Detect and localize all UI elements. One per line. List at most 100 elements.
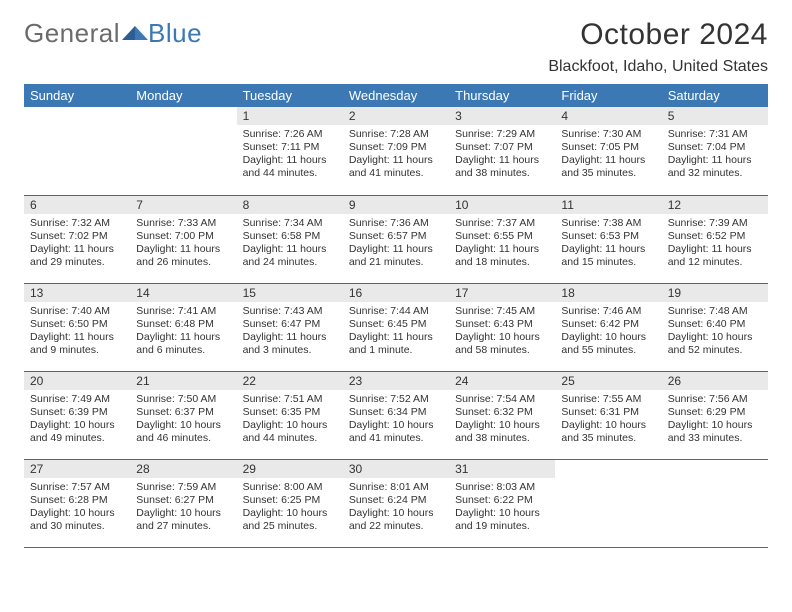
day-number: 15	[237, 284, 343, 302]
day-details: Sunrise: 7:34 AMSunset: 6:58 PMDaylight:…	[237, 214, 343, 274]
day-details: Sunrise: 7:29 AMSunset: 7:07 PMDaylight:…	[449, 125, 555, 185]
brand-text-blue: Blue	[148, 18, 202, 49]
day-details: Sunrise: 7:43 AMSunset: 6:47 PMDaylight:…	[237, 302, 343, 362]
day-number: 27	[24, 460, 130, 478]
day-number: 3	[449, 107, 555, 125]
calendar-cell: 8Sunrise: 7:34 AMSunset: 6:58 PMDaylight…	[237, 195, 343, 283]
day-number: 13	[24, 284, 130, 302]
day-number: 8	[237, 196, 343, 214]
day-number: 9	[343, 196, 449, 214]
calendar-week-row: 13Sunrise: 7:40 AMSunset: 6:50 PMDayligh…	[24, 283, 768, 371]
day-number: 23	[343, 372, 449, 390]
brand-logo: General Blue	[24, 18, 202, 49]
day-number: 22	[237, 372, 343, 390]
day-number: 20	[24, 372, 130, 390]
day-number: 17	[449, 284, 555, 302]
calendar-week-row: 27Sunrise: 7:57 AMSunset: 6:28 PMDayligh…	[24, 459, 768, 547]
day-details: Sunrise: 7:31 AMSunset: 7:04 PMDaylight:…	[662, 125, 768, 185]
day-number: 19	[662, 284, 768, 302]
day-details: Sunrise: 7:33 AMSunset: 7:00 PMDaylight:…	[130, 214, 236, 274]
day-header: Monday	[130, 84, 236, 107]
calendar-cell: 10Sunrise: 7:37 AMSunset: 6:55 PMDayligh…	[449, 195, 555, 283]
day-details: Sunrise: 7:37 AMSunset: 6:55 PMDaylight:…	[449, 214, 555, 274]
day-number: 5	[662, 107, 768, 125]
calendar-cell: 9Sunrise: 7:36 AMSunset: 6:57 PMDaylight…	[343, 195, 449, 283]
calendar-cell	[555, 459, 661, 547]
calendar-cell: 1Sunrise: 7:26 AMSunset: 7:11 PMDaylight…	[237, 107, 343, 195]
calendar-cell: 21Sunrise: 7:50 AMSunset: 6:37 PMDayligh…	[130, 371, 236, 459]
day-details: Sunrise: 7:46 AMSunset: 6:42 PMDaylight:…	[555, 302, 661, 362]
day-details: Sunrise: 7:38 AMSunset: 6:53 PMDaylight:…	[555, 214, 661, 274]
header: General Blue October 2024 Blackfoot, Ida…	[24, 18, 768, 76]
day-details: Sunrise: 7:30 AMSunset: 7:05 PMDaylight:…	[555, 125, 661, 185]
day-number: 7	[130, 196, 236, 214]
calendar-cell: 30Sunrise: 8:01 AMSunset: 6:24 PMDayligh…	[343, 459, 449, 547]
day-number: 21	[130, 372, 236, 390]
day-details: Sunrise: 7:50 AMSunset: 6:37 PMDaylight:…	[130, 390, 236, 450]
day-number: 4	[555, 107, 661, 125]
day-number: 2	[343, 107, 449, 125]
day-number: 25	[555, 372, 661, 390]
day-details: Sunrise: 8:01 AMSunset: 6:24 PMDaylight:…	[343, 478, 449, 538]
calendar-header-row: SundayMondayTuesdayWednesdayThursdayFrid…	[24, 84, 768, 107]
day-details: Sunrise: 7:44 AMSunset: 6:45 PMDaylight:…	[343, 302, 449, 362]
calendar-cell: 11Sunrise: 7:38 AMSunset: 6:53 PMDayligh…	[555, 195, 661, 283]
calendar-body: 1Sunrise: 7:26 AMSunset: 7:11 PMDaylight…	[24, 107, 768, 547]
day-number: 18	[555, 284, 661, 302]
calendar-cell	[130, 107, 236, 195]
calendar-cell: 31Sunrise: 8:03 AMSunset: 6:22 PMDayligh…	[449, 459, 555, 547]
day-header: Tuesday	[237, 84, 343, 107]
day-number: 11	[555, 196, 661, 214]
day-number: 12	[662, 196, 768, 214]
day-details: Sunrise: 7:59 AMSunset: 6:27 PMDaylight:…	[130, 478, 236, 538]
day-number: 30	[343, 460, 449, 478]
day-header: Saturday	[662, 84, 768, 107]
day-header: Wednesday	[343, 84, 449, 107]
calendar-cell	[662, 459, 768, 547]
calendar-cell	[24, 107, 130, 195]
calendar-cell: 20Sunrise: 7:49 AMSunset: 6:39 PMDayligh…	[24, 371, 130, 459]
day-number: 29	[237, 460, 343, 478]
day-details: Sunrise: 8:00 AMSunset: 6:25 PMDaylight:…	[237, 478, 343, 538]
calendar-cell: 5Sunrise: 7:31 AMSunset: 7:04 PMDaylight…	[662, 107, 768, 195]
day-details: Sunrise: 7:49 AMSunset: 6:39 PMDaylight:…	[24, 390, 130, 450]
calendar-week-row: 1Sunrise: 7:26 AMSunset: 7:11 PMDaylight…	[24, 107, 768, 195]
calendar-cell: 23Sunrise: 7:52 AMSunset: 6:34 PMDayligh…	[343, 371, 449, 459]
calendar-cell: 27Sunrise: 7:57 AMSunset: 6:28 PMDayligh…	[24, 459, 130, 547]
day-details: Sunrise: 7:55 AMSunset: 6:31 PMDaylight:…	[555, 390, 661, 450]
calendar-cell: 13Sunrise: 7:40 AMSunset: 6:50 PMDayligh…	[24, 283, 130, 371]
calendar-cell: 22Sunrise: 7:51 AMSunset: 6:35 PMDayligh…	[237, 371, 343, 459]
day-number: 24	[449, 372, 555, 390]
calendar-cell: 3Sunrise: 7:29 AMSunset: 7:07 PMDaylight…	[449, 107, 555, 195]
day-header: Thursday	[449, 84, 555, 107]
day-details: Sunrise: 7:28 AMSunset: 7:09 PMDaylight:…	[343, 125, 449, 185]
calendar-table: SundayMondayTuesdayWednesdayThursdayFrid…	[24, 84, 768, 548]
title-block: October 2024 Blackfoot, Idaho, United St…	[548, 18, 768, 76]
calendar-cell: 18Sunrise: 7:46 AMSunset: 6:42 PMDayligh…	[555, 283, 661, 371]
calendar-week-row: 20Sunrise: 7:49 AMSunset: 6:39 PMDayligh…	[24, 371, 768, 459]
calendar-cell: 24Sunrise: 7:54 AMSunset: 6:32 PMDayligh…	[449, 371, 555, 459]
calendar-week-row: 6Sunrise: 7:32 AMSunset: 7:02 PMDaylight…	[24, 195, 768, 283]
day-details: Sunrise: 7:51 AMSunset: 6:35 PMDaylight:…	[237, 390, 343, 450]
day-details: Sunrise: 7:41 AMSunset: 6:48 PMDaylight:…	[130, 302, 236, 362]
brand-text-general: General	[24, 18, 120, 49]
day-details: Sunrise: 7:52 AMSunset: 6:34 PMDaylight:…	[343, 390, 449, 450]
location: Blackfoot, Idaho, United States	[548, 58, 768, 76]
month-title: October 2024	[548, 18, 768, 52]
day-details: Sunrise: 7:39 AMSunset: 6:52 PMDaylight:…	[662, 214, 768, 274]
day-details: Sunrise: 7:57 AMSunset: 6:28 PMDaylight:…	[24, 478, 130, 538]
day-number: 14	[130, 284, 236, 302]
day-details: Sunrise: 7:26 AMSunset: 7:11 PMDaylight:…	[237, 125, 343, 185]
calendar-cell: 14Sunrise: 7:41 AMSunset: 6:48 PMDayligh…	[130, 283, 236, 371]
day-details: Sunrise: 7:36 AMSunset: 6:57 PMDaylight:…	[343, 214, 449, 274]
calendar-cell: 17Sunrise: 7:45 AMSunset: 6:43 PMDayligh…	[449, 283, 555, 371]
day-number: 31	[449, 460, 555, 478]
day-details: Sunrise: 7:56 AMSunset: 6:29 PMDaylight:…	[662, 390, 768, 450]
day-number: 16	[343, 284, 449, 302]
day-header: Sunday	[24, 84, 130, 107]
day-details: Sunrise: 7:48 AMSunset: 6:40 PMDaylight:…	[662, 302, 768, 362]
calendar-cell: 28Sunrise: 7:59 AMSunset: 6:27 PMDayligh…	[130, 459, 236, 547]
calendar-cell: 19Sunrise: 7:48 AMSunset: 6:40 PMDayligh…	[662, 283, 768, 371]
day-number: 28	[130, 460, 236, 478]
day-details: Sunrise: 7:45 AMSunset: 6:43 PMDaylight:…	[449, 302, 555, 362]
